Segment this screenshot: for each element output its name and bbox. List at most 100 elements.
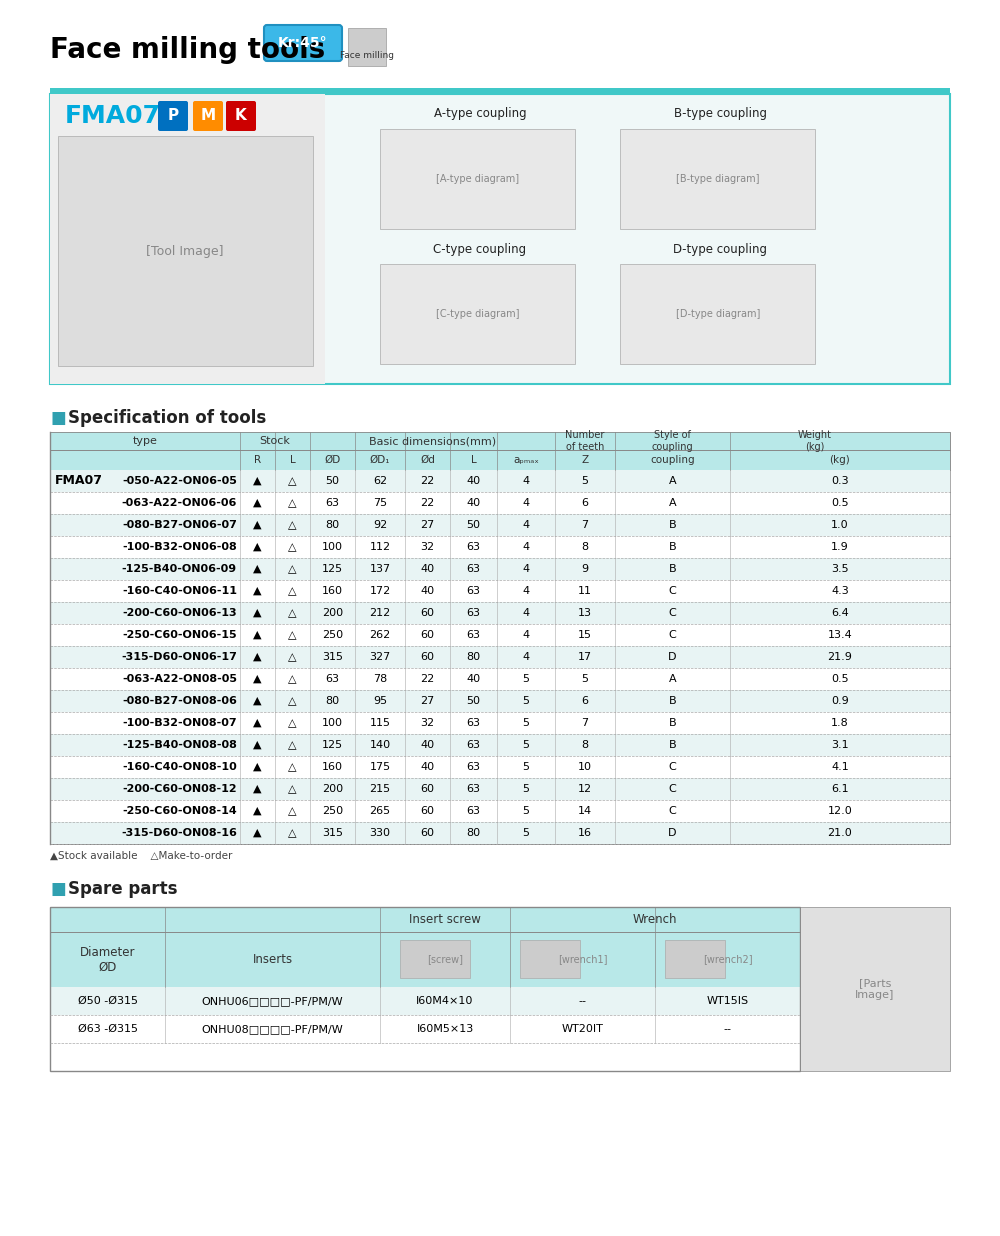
Text: 17: 17: [578, 653, 592, 662]
Text: ONHU08□□□□-PF/PM/W: ONHU08□□□□-PF/PM/W: [202, 1023, 343, 1035]
Text: -200-C60-ON08-12: -200-C60-ON08-12: [122, 784, 237, 794]
FancyBboxPatch shape: [158, 101, 188, 131]
Text: 8: 8: [581, 740, 589, 750]
Text: 63: 63: [466, 543, 480, 552]
Bar: [50, 907, 800, 988]
Text: 11: 11: [578, 586, 592, 596]
Text: 40: 40: [420, 586, 435, 596]
Text: M: M: [200, 109, 216, 124]
Text: -063-A22-ON06-06: -063-A22-ON06-06: [122, 498, 237, 508]
Text: 13.4: 13.4: [828, 630, 852, 640]
Bar: [50, 580, 950, 602]
Text: R: R: [254, 455, 261, 465]
Text: 63: 63: [466, 630, 480, 640]
Text: 3.1: 3.1: [831, 740, 849, 750]
Text: 16: 16: [578, 828, 592, 838]
Text: K: K: [235, 109, 247, 124]
Text: Z: Z: [581, 455, 589, 465]
Text: 5: 5: [522, 806, 530, 816]
Text: Kr:45°: Kr:45°: [278, 36, 328, 49]
Text: 78: 78: [373, 674, 387, 684]
Text: 95: 95: [373, 696, 387, 706]
Text: 4.3: 4.3: [831, 586, 849, 596]
Text: B: B: [669, 543, 676, 552]
Text: △: △: [288, 718, 297, 728]
Text: C-type coupling: C-type coupling: [433, 242, 527, 256]
Text: -125-B40-ON06-09: -125-B40-ON06-09: [122, 564, 237, 574]
Text: 6.1: 6.1: [831, 784, 849, 794]
Text: 60: 60: [420, 784, 434, 794]
Text: 4.1: 4.1: [831, 763, 849, 772]
Bar: [50, 602, 950, 624]
Text: [wrench1]: [wrench1]: [558, 954, 607, 964]
Text: Spare parts: Spare parts: [68, 880, 178, 899]
Text: C: C: [669, 586, 676, 596]
Text: 215: 215: [369, 784, 391, 794]
Text: WT15IS: WT15IS: [706, 996, 749, 1006]
Text: △: △: [288, 740, 297, 750]
Bar: [50, 988, 800, 1015]
Bar: [50, 756, 950, 777]
Text: ▲: ▲: [253, 476, 262, 486]
Text: 250: 250: [322, 630, 343, 640]
Text: ■: ■: [50, 409, 66, 426]
Bar: [50, 536, 950, 557]
Text: 100: 100: [322, 718, 343, 728]
Text: △: △: [288, 476, 297, 486]
Text: ▲: ▲: [253, 564, 262, 574]
Text: 330: 330: [370, 828, 390, 838]
Text: 1.0: 1.0: [831, 520, 849, 530]
Text: coupling: coupling: [650, 455, 695, 465]
Text: -063-A22-ON08-05: -063-A22-ON08-05: [122, 674, 237, 684]
Text: 5: 5: [522, 718, 530, 728]
Text: 63: 63: [466, 564, 480, 574]
Text: 4: 4: [522, 476, 530, 486]
Bar: [348, 28, 386, 66]
Text: 63: 63: [466, 718, 480, 728]
Text: FMA07: FMA07: [55, 475, 103, 487]
Text: C: C: [669, 608, 676, 618]
Text: △: △: [288, 696, 297, 706]
Text: 175: 175: [369, 763, 391, 772]
Text: -160-C40-ON08-10: -160-C40-ON08-10: [122, 763, 237, 772]
Text: C: C: [669, 630, 676, 640]
Text: 40: 40: [466, 498, 481, 508]
Text: (kg): (kg): [830, 455, 850, 465]
Text: 5: 5: [522, 740, 530, 750]
Bar: [50, 822, 950, 844]
Text: △: △: [288, 784, 297, 794]
Text: Ø50 -Ø315: Ø50 -Ø315: [78, 996, 138, 1006]
Text: △: △: [288, 653, 297, 662]
Text: --: --: [724, 1023, 732, 1035]
Text: [screw]: [screw]: [427, 954, 463, 964]
Text: 4: 4: [522, 564, 530, 574]
Text: Wrench: Wrench: [633, 913, 677, 926]
Text: 40: 40: [420, 763, 435, 772]
Text: 40: 40: [466, 674, 481, 684]
Text: WT20IT: WT20IT: [562, 1023, 603, 1035]
Bar: [50, 1043, 800, 1072]
Text: 7: 7: [581, 718, 589, 728]
Text: ■: ■: [50, 880, 66, 899]
Text: C: C: [669, 806, 676, 816]
Text: 63: 63: [466, 763, 480, 772]
Text: 0.5: 0.5: [831, 674, 849, 684]
Text: ONHU06□□□□-PF/PM/W: ONHU06□□□□-PF/PM/W: [202, 996, 343, 1006]
Text: 50: 50: [466, 696, 480, 706]
Text: Basic dimensions(mm): Basic dimensions(mm): [369, 436, 496, 446]
Bar: [50, 712, 950, 734]
Text: -250-C60-ON06-15: -250-C60-ON06-15: [122, 630, 237, 640]
Bar: [50, 734, 950, 756]
Text: Style of
coupling: Style of coupling: [652, 430, 693, 452]
Text: A: A: [669, 674, 676, 684]
Text: Ød: Ød: [420, 455, 435, 465]
FancyBboxPatch shape: [193, 101, 223, 131]
Text: Diameter
ØD: Diameter ØD: [80, 946, 135, 974]
Bar: [50, 433, 950, 470]
Text: ▲: ▲: [253, 696, 262, 706]
Text: [Tool Image]: [Tool Image]: [146, 245, 224, 257]
Text: I60M4×10: I60M4×10: [416, 996, 474, 1006]
Text: C: C: [669, 784, 676, 794]
Text: [Parts
Image]: [Parts Image]: [855, 978, 895, 1000]
Bar: [620, 265, 815, 363]
